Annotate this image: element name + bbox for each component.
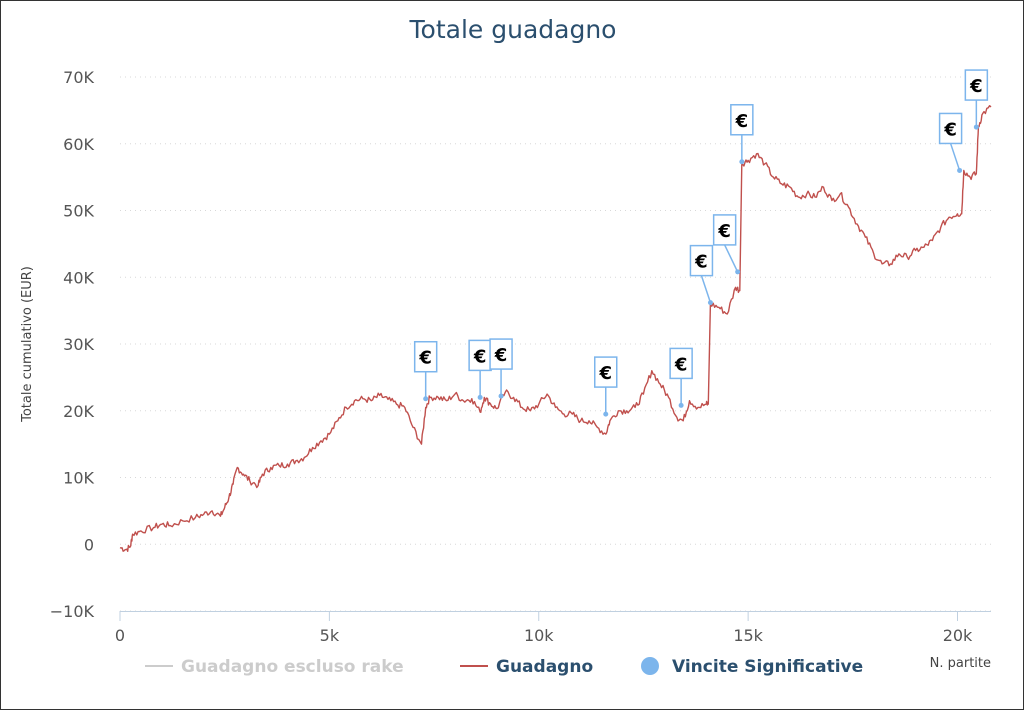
y-axis-title: Totale cumulativo (EUR) (20, 266, 35, 423)
flag-vincita: € (669, 347, 693, 408)
flag-box (413, 340, 438, 373)
legend-item-escluso-rake: Guadagno escluso rake (181, 657, 404, 677)
legend: Guadagno escluso rake Guadagno Vincite Sig… (145, 657, 863, 677)
legend-item-guadagno: Guadagno (496, 657, 593, 677)
flag-label: € (473, 346, 487, 367)
flag-vincita: € (689, 244, 714, 306)
flag-point (735, 269, 741, 275)
flag-point (957, 167, 963, 173)
flag-vincita: € (964, 69, 989, 130)
flag-point (498, 393, 504, 399)
flag-vincita: € (730, 104, 754, 165)
flag-point (423, 396, 429, 402)
y-tick-label: 0 (84, 535, 94, 554)
chart-title: Totale guadagno (409, 15, 617, 44)
x-tick-label: 0 (115, 626, 125, 645)
flag-box (712, 214, 737, 246)
flag-label: € (418, 348, 432, 369)
flag-pole (700, 275, 712, 303)
flag-label: € (694, 252, 708, 273)
flag-box (594, 356, 618, 388)
y-tick-label: 60K (63, 135, 94, 154)
flag-box (689, 244, 714, 277)
y-tick-label: 10K (63, 469, 94, 488)
legend-item-vincite: Vincite Significative (672, 657, 863, 677)
y-tick-label: 40K (63, 268, 94, 287)
flag-pole (723, 244, 739, 273)
flag-vincita: € (413, 340, 438, 402)
flag-label: € (674, 354, 688, 375)
x-tick-label: 5k (320, 626, 340, 645)
y-tick-label: 70K (63, 68, 94, 87)
y-tick-label: 30K (63, 335, 94, 354)
x-tick-label: 15k (733, 626, 763, 645)
flag-box (730, 104, 754, 136)
flag-vincita: € (594, 356, 618, 417)
flag-label: € (598, 363, 612, 384)
axes: −10K 0 10K 20K 30K 40K 50K 60K 70K 0 5k 10k 15k 20k (50, 68, 991, 645)
flag-vincita: € (489, 338, 513, 399)
flag-label: € (735, 111, 749, 132)
flag-label: € (969, 76, 983, 97)
flag-box (938, 112, 963, 145)
flag-box (964, 69, 989, 101)
grid (120, 76, 991, 612)
annotations: € € € € € € € € € € (413, 69, 989, 417)
flag-label: € (943, 119, 957, 140)
flag-vincita: € (712, 214, 741, 275)
flag-point (477, 394, 483, 400)
flag-point (707, 300, 713, 306)
y-tick-label: −10K (50, 602, 95, 621)
flag-point (678, 402, 684, 408)
y-tick-label: 50K (63, 202, 94, 221)
flag-vincita: € (938, 112, 963, 173)
x-tick-label: 20k (943, 626, 973, 645)
flag-label: € (494, 345, 508, 366)
y-tick-label: 20K (63, 402, 94, 421)
flag-label: € (717, 221, 731, 242)
flag-point (739, 159, 745, 165)
flag-box (489, 338, 513, 370)
series-line-guadagno (119, 105, 992, 552)
x-tick-label: 10k (524, 626, 554, 645)
flag-box (669, 347, 693, 380)
flag-vincita: € (468, 339, 492, 400)
series (119, 105, 992, 552)
x-axis-title: N. partite (930, 656, 991, 671)
flag-point (973, 124, 979, 130)
flag-pole (949, 143, 961, 171)
flag-point (603, 411, 609, 417)
legend-symbol-vincite (641, 657, 659, 675)
